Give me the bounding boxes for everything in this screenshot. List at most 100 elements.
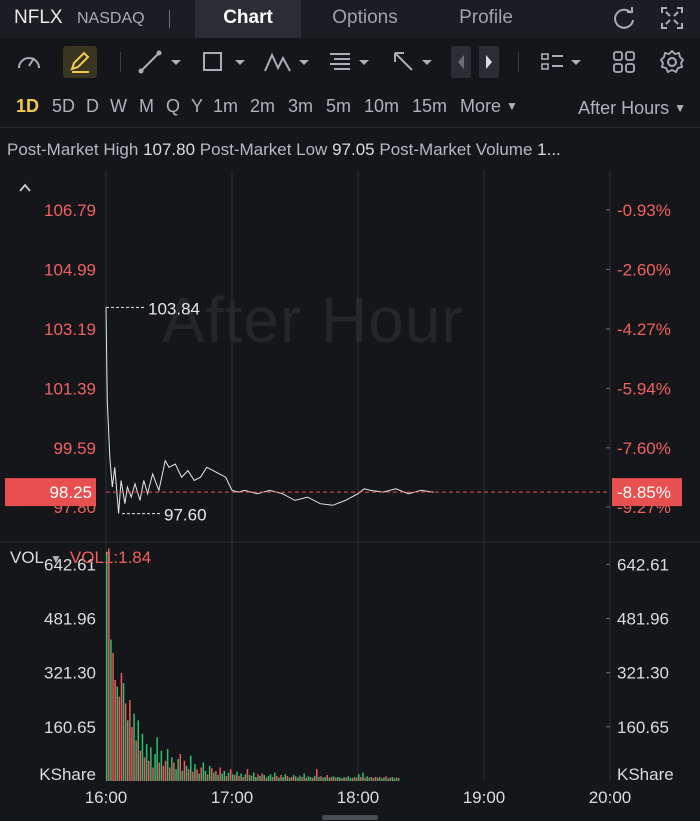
toolbar-divider — [120, 52, 121, 72]
prev-icon[interactable] — [451, 46, 471, 78]
volume-title[interactable]: VOL — [10, 548, 45, 567]
volume-bar — [240, 773, 242, 781]
volume-tick-label: 642.61 — [44, 555, 96, 574]
period-2m[interactable]: 2m — [250, 96, 276, 116]
volume-bar — [234, 774, 236, 781]
volume-bar — [227, 772, 230, 781]
volume-bar — [366, 776, 368, 781]
stat-high-value: 107.80 — [143, 140, 196, 159]
period-3m[interactable]: 3m — [288, 96, 314, 116]
settings-icon[interactable] — [657, 46, 687, 78]
trend-line-icon[interactable] — [136, 46, 184, 78]
period-10m[interactable]: 10m — [364, 96, 400, 116]
more-label: More — [460, 96, 502, 116]
current-price-tag — [5, 478, 96, 507]
more-dropdown[interactable]: More ▼ — [460, 96, 518, 117]
volume-bar — [150, 747, 152, 781]
volume-bar — [391, 777, 394, 781]
tab-profile[interactable]: Profile — [459, 7, 513, 28]
fullscreen-icon[interactable] — [658, 4, 686, 32]
stat-low-label: Post-Market Low — [199, 140, 328, 159]
chevron-down-icon[interactable]: ▼ — [50, 552, 62, 566]
period-5m[interactable]: 5m — [326, 96, 352, 116]
volume-bar — [305, 777, 307, 781]
volume-bar — [339, 777, 341, 781]
volume-bar — [337, 777, 339, 781]
arrow-icon[interactable] — [390, 46, 438, 78]
layout-list-icon[interactable] — [539, 46, 587, 78]
volume-bar — [160, 750, 163, 781]
volume-bar — [215, 770, 217, 781]
volume-bar — [395, 777, 398, 781]
session-dropdown[interactable]: After Hours ▼ — [578, 98, 686, 119]
volume-bar — [313, 775, 316, 781]
stat-volume-label: Post-Market Volume — [379, 140, 533, 159]
current-price-label: 98.25 — [49, 483, 92, 502]
rectangle-icon[interactable] — [200, 46, 248, 78]
period-y[interactable]: Y — [191, 96, 204, 116]
refresh-icon[interactable] — [610, 4, 638, 32]
volume-bar — [236, 771, 238, 781]
volume-bar — [349, 777, 352, 781]
volume-bar — [135, 740, 137, 781]
volume-bar — [187, 769, 190, 781]
volume-bar — [374, 777, 377, 781]
exchange-name: NASDAQ — [77, 10, 145, 27]
volume-bar — [303, 773, 305, 781]
tab-options[interactable]: Options — [332, 7, 398, 28]
volume-bar — [175, 769, 177, 781]
session-watermark: After Hour — [162, 284, 464, 356]
grid-icon[interactable] — [610, 46, 640, 78]
volume-bar — [360, 777, 362, 781]
period-15m[interactable]: 15m — [412, 96, 448, 116]
volume-bar — [292, 774, 295, 781]
volume-bar — [259, 775, 261, 781]
pattern-icon[interactable] — [262, 46, 312, 78]
volume-bar — [219, 767, 221, 781]
volume-bar — [376, 777, 379, 781]
period-5d[interactable]: 5D — [52, 96, 76, 116]
volume-bar — [301, 777, 303, 781]
period-w[interactable]: W — [110, 96, 127, 116]
next-icon[interactable] — [479, 46, 499, 78]
volume-bar — [244, 774, 247, 781]
chevron-down-icon: ▼ — [506, 99, 518, 113]
volume-bar — [362, 772, 364, 781]
ticker-symbol: NFLX — [14, 7, 63, 28]
volume-bar — [368, 777, 370, 781]
volume-bar — [324, 777, 326, 781]
volume-bar — [387, 778, 389, 781]
volume-bar — [116, 686, 118, 781]
volume-bar — [242, 777, 244, 781]
speedometer-icon[interactable] — [14, 46, 44, 78]
volume-bar — [341, 778, 343, 781]
volume-bar — [158, 762, 160, 781]
period-d[interactable]: D — [86, 96, 99, 116]
pen-icon[interactable] — [63, 46, 97, 78]
volume-bar — [274, 772, 276, 781]
volume-bar — [206, 774, 209, 781]
stat-volume-value: 1... — [537, 140, 561, 159]
percent-tick-label: -7.60% — [617, 439, 671, 458]
fibonacci-icon[interactable] — [326, 46, 374, 78]
volume-bar — [389, 777, 391, 781]
volume-bar — [322, 777, 324, 781]
collapse-chevron-icon[interactable] — [19, 183, 31, 192]
volume-bar — [307, 776, 310, 781]
period-1m[interactable]: 1m — [213, 96, 239, 116]
volume-bar — [379, 777, 381, 781]
volume-bar — [156, 737, 158, 781]
percent-tick-label: -0.93% — [617, 201, 671, 220]
top-header: NFLX NASDAQ Chart Options Profile — [0, 0, 700, 38]
period-1d[interactable]: 1D — [16, 96, 40, 116]
period-q[interactable]: Q — [166, 96, 181, 116]
volume-bar — [225, 775, 228, 781]
volume-bar — [297, 777, 299, 781]
volume-bar — [110, 639, 112, 781]
period-m[interactable]: M — [139, 96, 154, 116]
tab-chart[interactable]: Chart — [195, 0, 301, 38]
chevron-down-icon: ▼ — [674, 101, 686, 115]
volume-bar — [190, 755, 192, 781]
time-tick-label: 16:00 — [85, 788, 128, 807]
